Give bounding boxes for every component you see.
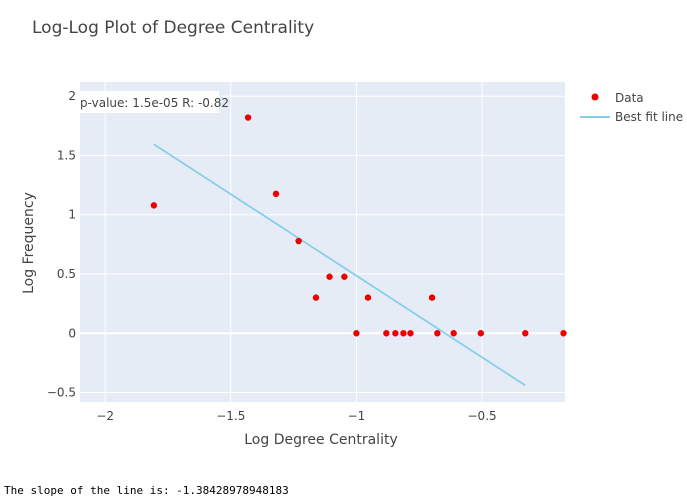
legend: Data Best fit line xyxy=(580,91,683,124)
data-point[interactable] xyxy=(400,330,407,337)
y-tick-label: 1 xyxy=(68,208,76,222)
y-tick-label: 0 xyxy=(68,326,76,340)
data-point[interactable] xyxy=(272,190,280,198)
x-tick-label: −1.5 xyxy=(216,409,245,423)
y-tick-label: 2 xyxy=(68,89,76,103)
tick-labels: −2 −1.5 −1 −0.5 −0.5 0 0.5 1 1.5 2 xyxy=(47,89,497,423)
data-point[interactable] xyxy=(434,330,441,337)
annotation: p-value: 1.5e-05 R: -0.82 xyxy=(77,91,229,113)
annotation-text: p-value: 1.5e-05 R: -0.82 xyxy=(80,96,229,110)
data-point[interactable] xyxy=(428,294,436,301)
x-tick-label: −2 xyxy=(96,409,114,423)
data-point[interactable] xyxy=(477,330,485,337)
data-point[interactable] xyxy=(392,330,399,337)
legend-item-data[interactable]: Data xyxy=(591,91,644,105)
data-point[interactable] xyxy=(560,330,567,337)
data-point[interactable] xyxy=(150,202,158,209)
data-point[interactable] xyxy=(364,294,372,301)
legend-label-best-fit-line: Best fit line xyxy=(615,110,683,124)
legend-item-best-fit-line[interactable]: Best fit line xyxy=(580,110,683,124)
x-tick-label: −0.5 xyxy=(468,409,497,423)
legend-label-data: Data xyxy=(615,91,644,105)
x-tick-label: −1 xyxy=(348,409,366,423)
plot-area xyxy=(80,82,565,402)
chart-title: Log-Log Plot of Degree Centrality xyxy=(32,18,314,38)
data-point[interactable] xyxy=(341,273,348,280)
data-point[interactable] xyxy=(522,330,529,337)
best-fit-line xyxy=(153,143,526,387)
y-tick-label: 1.5 xyxy=(57,148,76,162)
data-point[interactable] xyxy=(312,294,320,301)
data-series xyxy=(150,114,567,337)
slope-output-text: The slope of the line is: -1.38428978948… xyxy=(4,484,289,497)
best-fit-line-series xyxy=(153,143,526,387)
grid xyxy=(80,82,565,402)
data-point[interactable] xyxy=(244,114,252,121)
x-axis-title: Log Degree Centrality xyxy=(244,432,398,448)
data-point[interactable] xyxy=(353,330,360,337)
y-tick-label: 0.5 xyxy=(57,267,76,281)
data-point[interactable] xyxy=(407,330,414,337)
data-point[interactable] xyxy=(295,237,302,245)
legend-marker-data xyxy=(591,93,599,101)
data-point[interactable] xyxy=(383,330,390,337)
data-point[interactable] xyxy=(326,273,333,280)
y-tick-label: −0.5 xyxy=(47,386,76,400)
data-point[interactable] xyxy=(450,330,457,337)
y-axis-title: Log Frequency xyxy=(21,192,37,294)
